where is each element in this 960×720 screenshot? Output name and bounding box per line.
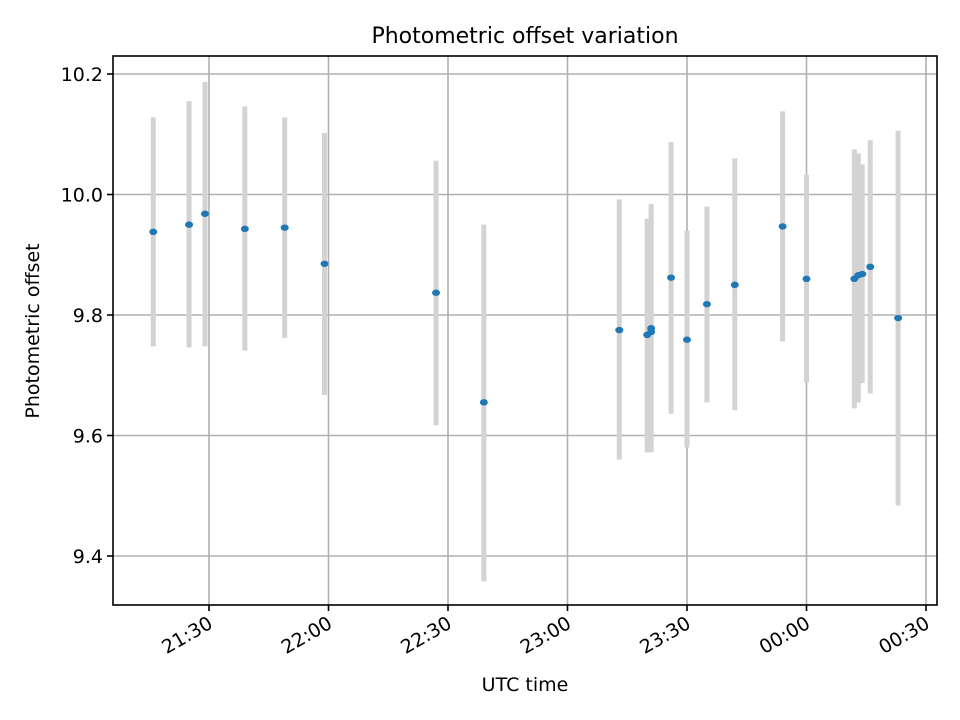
- chart-title: Photometric offset variation: [371, 24, 678, 49]
- x-tick-label: 22:00: [278, 612, 336, 658]
- y-tick-label: 10.2: [61, 64, 103, 86]
- y-tick-label: 9.4: [73, 546, 103, 568]
- data-point: [280, 224, 289, 231]
- plot-frame: [112, 55, 938, 606]
- data-point: [858, 270, 867, 278]
- data-point: [240, 225, 249, 233]
- data-point: [866, 263, 875, 270]
- data-point: [802, 275, 811, 283]
- data-point: [615, 326, 624, 334]
- y-tick-label: 9.6: [73, 426, 103, 448]
- data-point: [432, 289, 441, 296]
- axis-ticks: 21:30 22:00 22:30 23:00 23:30 00:00 00:30 9.4 9.…: [61, 64, 934, 659]
- data-point: [702, 300, 711, 308]
- data-points: [149, 210, 903, 406]
- grid: [113, 56, 937, 605]
- data-point: [730, 281, 739, 289]
- data-point: [667, 274, 676, 281]
- x-tick-label: 22:30: [397, 612, 455, 658]
- data-point: [149, 228, 158, 236]
- x-tick-label: 23:00: [517, 612, 575, 658]
- y-axis-label: Photometric offset: [22, 243, 44, 418]
- x-tick-label: 23:30: [636, 612, 694, 658]
- data-point: [479, 399, 488, 406]
- y-tick-label: 10.0: [61, 185, 103, 207]
- data-point: [201, 210, 210, 217]
- data-point: [185, 221, 194, 228]
- data-point: [683, 336, 691, 343]
- data-point: [320, 260, 329, 267]
- x-tick-label: 21:30: [158, 612, 216, 658]
- y-tick-label: 9.8: [73, 305, 103, 327]
- data-point: [647, 325, 656, 332]
- data-point: [894, 314, 903, 322]
- x-tick-label: 00:30: [875, 612, 933, 658]
- error-bars: [150, 81, 901, 582]
- x-tick-label: 00:00: [756, 612, 814, 658]
- x-axis-label: UTC time: [482, 674, 569, 696]
- data-point: [778, 223, 787, 230]
